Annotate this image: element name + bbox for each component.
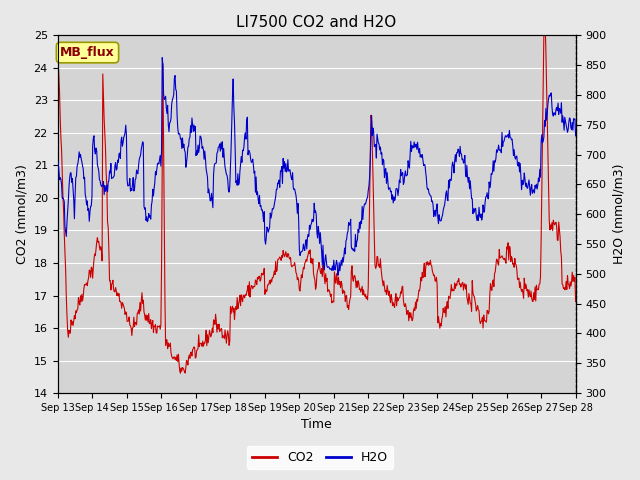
Title: LI7500 CO2 and H2O: LI7500 CO2 and H2O xyxy=(236,15,397,30)
Y-axis label: H2O (mmol/m3): H2O (mmol/m3) xyxy=(612,164,625,264)
X-axis label: Time: Time xyxy=(301,419,332,432)
Text: MB_flux: MB_flux xyxy=(60,46,115,59)
Y-axis label: CO2 (mmol/m3): CO2 (mmol/m3) xyxy=(15,164,28,264)
Legend: CO2, H2O: CO2, H2O xyxy=(247,446,393,469)
